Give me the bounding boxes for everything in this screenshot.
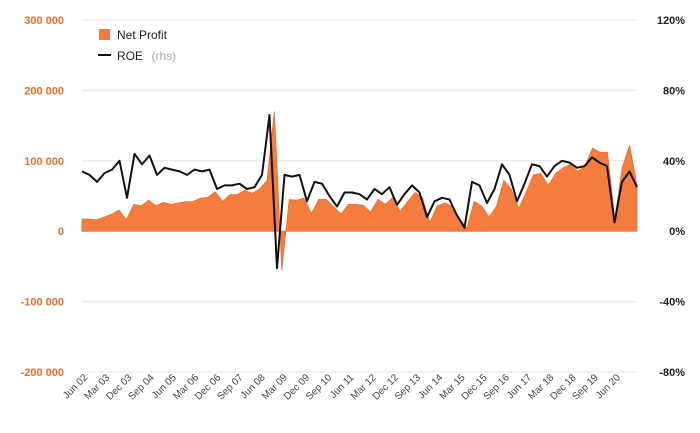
left-tick-label: 100 000	[24, 156, 64, 168]
x-tick-label: Jun 20	[594, 372, 623, 401]
x-tick-label: Sep 07	[215, 372, 245, 402]
legend-roe-name: ROE	[117, 49, 143, 63]
x-tick-label: Sep 19	[571, 372, 601, 402]
left-tick-label: -100 000	[21, 297, 64, 309]
x-tick-label: Sep 10	[304, 372, 334, 402]
left-axis: 300 000 200 000 100 000 0 -100 000 -200 000	[21, 15, 64, 379]
right-axis: 120% 80% 40% 0% -40% -80%	[657, 15, 685, 379]
x-tick-label: Sep 16	[482, 372, 512, 402]
right-tick-label: 0%	[669, 226, 685, 238]
x-tick-label: Sep 13	[393, 372, 423, 402]
legend-label-roe: ROE (rhs)	[117, 47, 176, 64]
left-tick-label: 300 000	[24, 15, 64, 27]
roe-line-layer	[81, 114, 638, 270]
legend-label-net-profit: Net Profit	[117, 28, 168, 42]
right-tick-label: 80%	[663, 85, 685, 97]
right-tick-label: -80%	[659, 367, 685, 379]
legend-roe-suffix: (rhs)	[151, 49, 176, 63]
legend-swatch-net-profit	[99, 29, 110, 40]
right-tick-label: 120%	[657, 15, 685, 27]
left-tick-label: 200 000	[24, 85, 64, 97]
x-tick-label: Sep 04	[127, 372, 157, 402]
roe-line	[81, 114, 638, 270]
legend: Net Profit ROE (rhs)	[98, 28, 176, 64]
right-tick-label: 40%	[663, 156, 685, 168]
right-tick-label: -40%	[659, 297, 685, 309]
net-profit-area-layer	[81, 111, 638, 270]
left-tick-label: -200 000	[21, 367, 64, 379]
left-tick-label: 0	[58, 226, 64, 238]
net-profit-area	[81, 111, 638, 270]
